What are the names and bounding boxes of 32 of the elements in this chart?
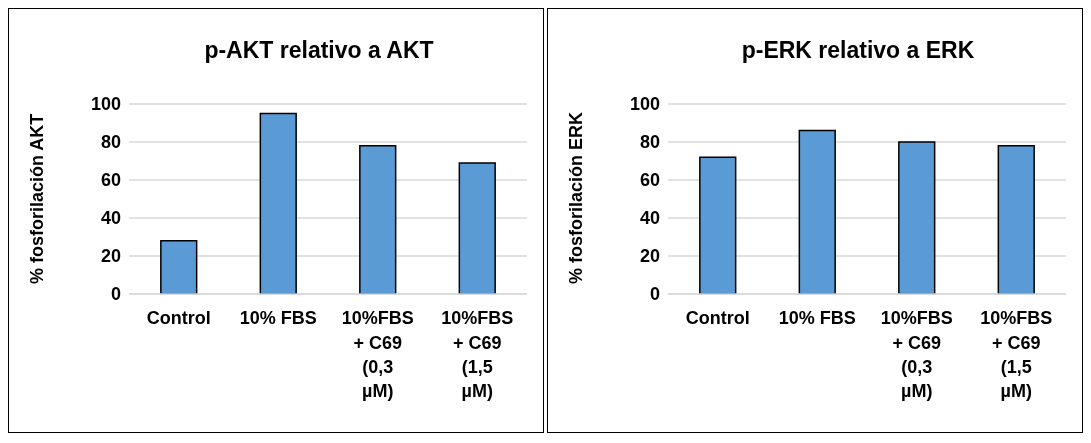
y-tick-label: 100 [90, 94, 121, 115]
x-tick-label: 10%FBS + C69 (1,5 µM) [441, 308, 514, 402]
y-tick-label: 40 [100, 208, 121, 229]
bar [160, 240, 198, 294]
bar [898, 141, 936, 294]
x-tick-label: 10%FBS + C69 (0,3 µM) [880, 308, 953, 402]
x-tick-label: 10%FBS + C69 (1,5 µM) [980, 308, 1053, 402]
x-tick-label: Control [685, 308, 750, 329]
bar [997, 145, 1035, 294]
chart-title: p-AKT relativo a AKT [203, 37, 435, 64]
y-tick-label: 40 [639, 208, 660, 229]
x-tick-label: 10% FBS [778, 308, 856, 329]
x-tick-label: Control [146, 308, 211, 329]
y-tick-label: 60 [639, 170, 660, 191]
bar [798, 129, 836, 294]
y-axis-title: % fosforilación ERK [566, 111, 587, 284]
y-tick-label: 80 [639, 132, 660, 153]
bar [259, 112, 297, 294]
y-tick-label: 0 [649, 284, 660, 305]
y-tick-label: 20 [639, 246, 660, 267]
y-tick-label: 60 [100, 170, 121, 191]
bar [699, 156, 737, 294]
chart-title: p-ERK relativo a ERK [740, 37, 976, 64]
y-tick-label: 0 [110, 284, 121, 305]
y-tick-label: 100 [629, 94, 660, 115]
x-tick-label: 10% FBS [239, 308, 317, 329]
x-tick-label: 10%FBS + C69 (0,3 µM) [341, 308, 414, 402]
y-tick-label: 20 [100, 246, 121, 267]
bar [458, 162, 496, 294]
y-tick-label: 80 [100, 132, 121, 153]
bar [359, 145, 397, 294]
y-axis-title: % fosforilación AKT [27, 113, 48, 284]
